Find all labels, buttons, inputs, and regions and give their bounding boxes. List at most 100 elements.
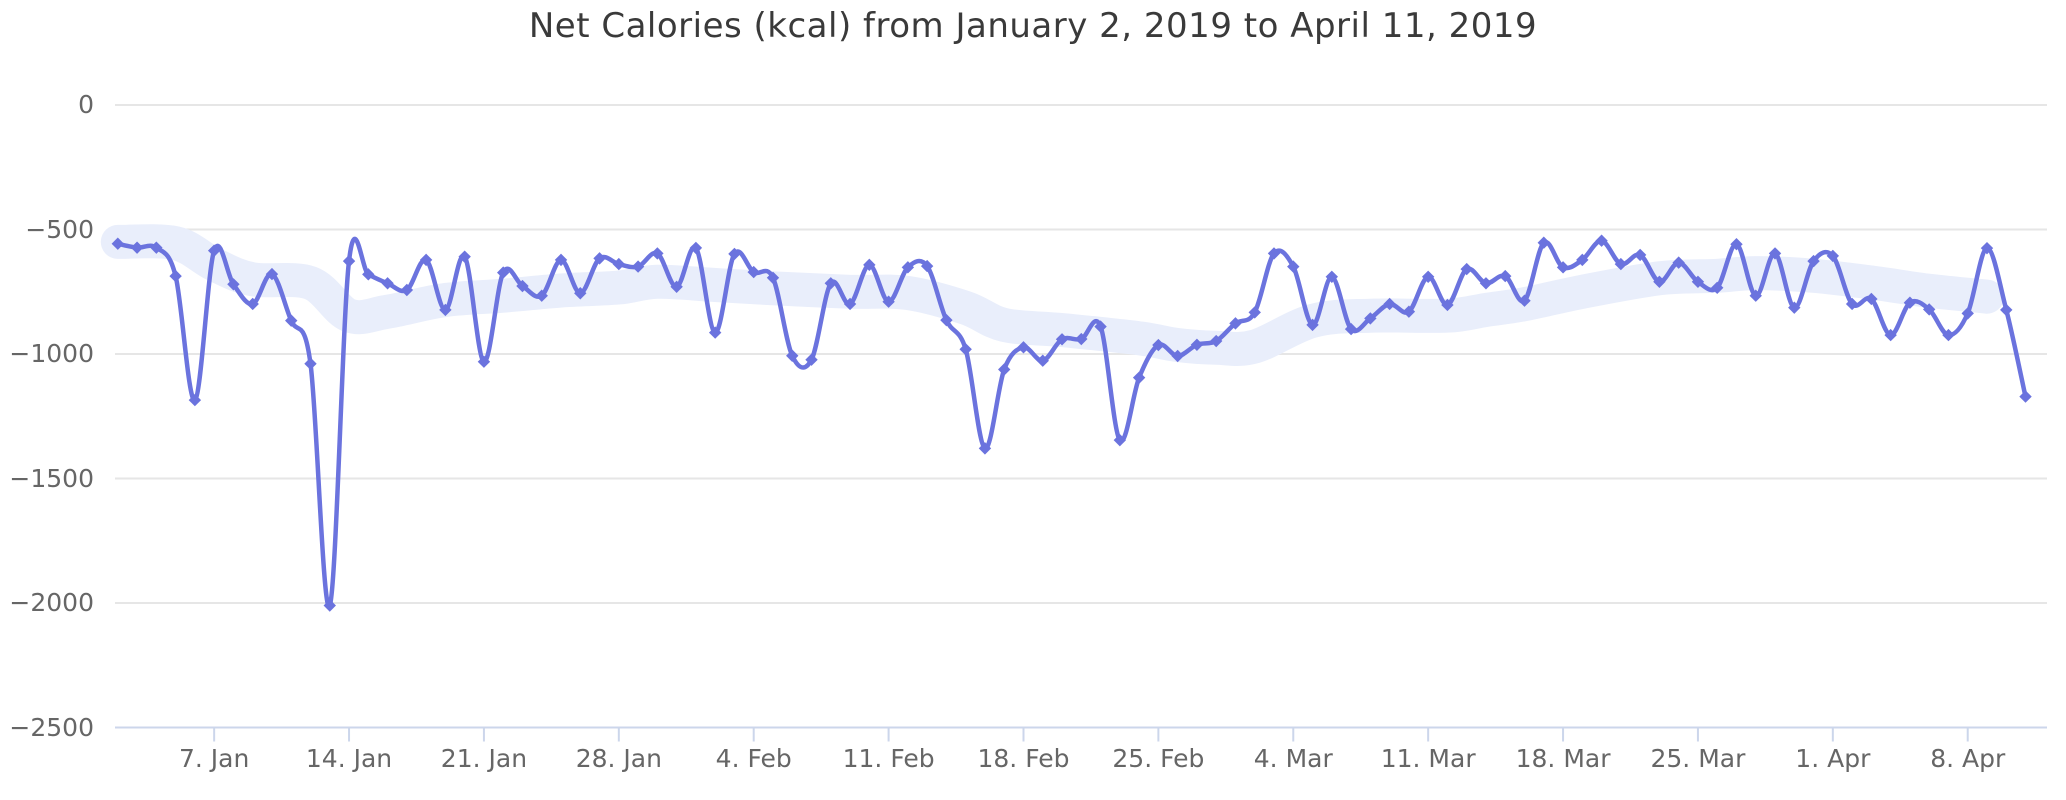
data-point-marker[interactable]	[1190, 338, 1204, 351]
data-point-marker[interactable]	[516, 279, 529, 293]
data-point-marker[interactable]	[1383, 297, 1396, 311]
data-point-marker[interactable]	[323, 599, 336, 612]
data-point-marker[interactable]	[169, 269, 182, 283]
data-point-marker[interactable]	[1942, 328, 1955, 342]
data-point-marker[interactable]	[1845, 297, 1859, 311]
data-point-marker[interactable]	[458, 250, 471, 263]
data-point-marker[interactable]	[1884, 328, 1897, 342]
data-point-marker[interactable]	[1865, 292, 1878, 306]
data-point-marker[interactable]	[111, 237, 124, 250]
data-point-marker[interactable]	[901, 261, 915, 274]
data-point-marker[interactable]	[1826, 249, 1840, 263]
data-point-marker[interactable]	[1267, 247, 1281, 260]
data-point-marker[interactable]	[285, 314, 298, 327]
data-point-marker[interactable]	[1017, 341, 1030, 354]
data-point-marker[interactable]	[1980, 241, 1994, 255]
data-point-marker[interactable]	[246, 297, 259, 311]
data-point-marker[interactable]	[227, 278, 240, 291]
data-point-marker[interactable]	[978, 442, 992, 455]
data-point-marker[interactable]	[1556, 261, 1570, 274]
data-point-marker[interactable]	[1460, 262, 1473, 276]
data-point-marker[interactable]	[1788, 301, 1801, 314]
data-point-marker[interactable]	[130, 241, 144, 254]
data-point-marker[interactable]	[1306, 318, 1319, 332]
data-point-marker[interactable]	[882, 295, 895, 308]
data-point-marker[interactable]	[207, 244, 221, 257]
data-point-marker[interactable]	[1768, 247, 1782, 260]
data-point-marker[interactable]	[708, 326, 722, 339]
data-point-marker[interactable]	[651, 247, 664, 260]
data-point-marker[interactable]	[1711, 281, 1724, 294]
data-point-marker[interactable]	[747, 265, 760, 279]
data-point-marker[interactable]	[1229, 317, 1242, 330]
data-point-marker[interactable]	[1287, 260, 1300, 273]
data-point-marker[interactable]	[265, 267, 279, 281]
data-point-marker[interactable]	[1518, 294, 1531, 307]
data-point-marker[interactable]	[689, 241, 703, 255]
data-point-marker[interactable]	[1209, 334, 1223, 348]
data-point-marker[interactable]	[1749, 289, 1762, 302]
data-point-marker[interactable]	[1055, 333, 1069, 346]
data-point-marker[interactable]	[728, 247, 741, 261]
data-point-marker[interactable]	[593, 252, 606, 265]
data-point-marker[interactable]	[1132, 371, 1146, 384]
data-point-marker[interactable]	[1807, 254, 1820, 268]
data-point-marker[interactable]	[1499, 269, 1512, 283]
data-point-marker[interactable]	[631, 260, 645, 273]
data-point-marker[interactable]	[998, 363, 1011, 376]
data-point-marker[interactable]	[188, 393, 202, 407]
data-point-marker[interactable]	[824, 277, 837, 290]
data-point-marker[interactable]	[1113, 433, 1127, 447]
data-point-marker[interactable]	[1152, 338, 1165, 352]
data-point-marker[interactable]	[1653, 275, 1666, 288]
data-point-marker[interactable]	[1344, 322, 1358, 336]
data-point-marker[interactable]	[419, 253, 433, 267]
data-point-marker[interactable]	[554, 253, 568, 267]
data-point-marker[interactable]	[439, 303, 452, 317]
data-point-marker[interactable]	[766, 271, 780, 285]
data-point-marker[interactable]	[1421, 270, 1435, 284]
data-point-marker[interactable]	[805, 353, 818, 366]
data-point-marker[interactable]	[1633, 248, 1647, 262]
data-point-marker[interactable]	[477, 355, 491, 368]
data-point-marker[interactable]	[940, 313, 953, 327]
data-point-marker[interactable]	[843, 297, 857, 311]
data-point-marker[interactable]	[2019, 390, 2032, 403]
data-point-marker[interactable]	[381, 277, 394, 290]
data-point-marker[interactable]	[670, 280, 683, 293]
data-point-marker[interactable]	[342, 254, 356, 268]
data-point-marker[interactable]	[1576, 253, 1589, 267]
data-point-marker[interactable]	[1171, 349, 1184, 363]
data-point-marker[interactable]	[863, 258, 876, 272]
data-point-marker[interactable]	[786, 349, 799, 362]
data-point-marker[interactable]	[1075, 332, 1088, 346]
data-point-marker[interactable]	[1672, 256, 1685, 269]
data-point-marker[interactable]	[1402, 305, 1416, 318]
data-point-marker[interactable]	[1248, 306, 1261, 319]
data-point-marker[interactable]	[1730, 237, 1743, 251]
data-point-marker[interactable]	[1364, 312, 1377, 325]
data-point-marker[interactable]	[497, 266, 510, 279]
data-point-marker[interactable]	[959, 343, 972, 356]
data-point-marker[interactable]	[1595, 234, 1608, 247]
data-point-marker[interactable]	[612, 257, 626, 271]
data-point-marker[interactable]	[1614, 257, 1628, 271]
data-point-marker[interactable]	[1036, 354, 1049, 367]
data-point-marker[interactable]	[1479, 277, 1493, 290]
data-point-marker[interactable]	[574, 287, 587, 300]
data-point-marker[interactable]	[1441, 298, 1454, 312]
data-point-marker[interactable]	[1922, 303, 1936, 316]
data-point-marker[interactable]	[1691, 275, 1705, 288]
data-point-marker[interactable]	[1537, 236, 1550, 249]
data-point-marker[interactable]	[1094, 320, 1107, 333]
data-point-marker[interactable]	[362, 268, 375, 281]
data-point-marker[interactable]	[920, 259, 934, 273]
data-point-marker[interactable]	[1903, 296, 1917, 309]
data-point-marker[interactable]	[1961, 307, 1974, 320]
data-point-marker[interactable]	[400, 283, 414, 297]
data-point-marker[interactable]	[2000, 303, 2013, 317]
data-point-marker[interactable]	[304, 357, 317, 370]
data-point-marker[interactable]	[150, 241, 163, 254]
data-point-marker[interactable]	[535, 289, 548, 302]
data-point-marker[interactable]	[1325, 270, 1339, 284]
